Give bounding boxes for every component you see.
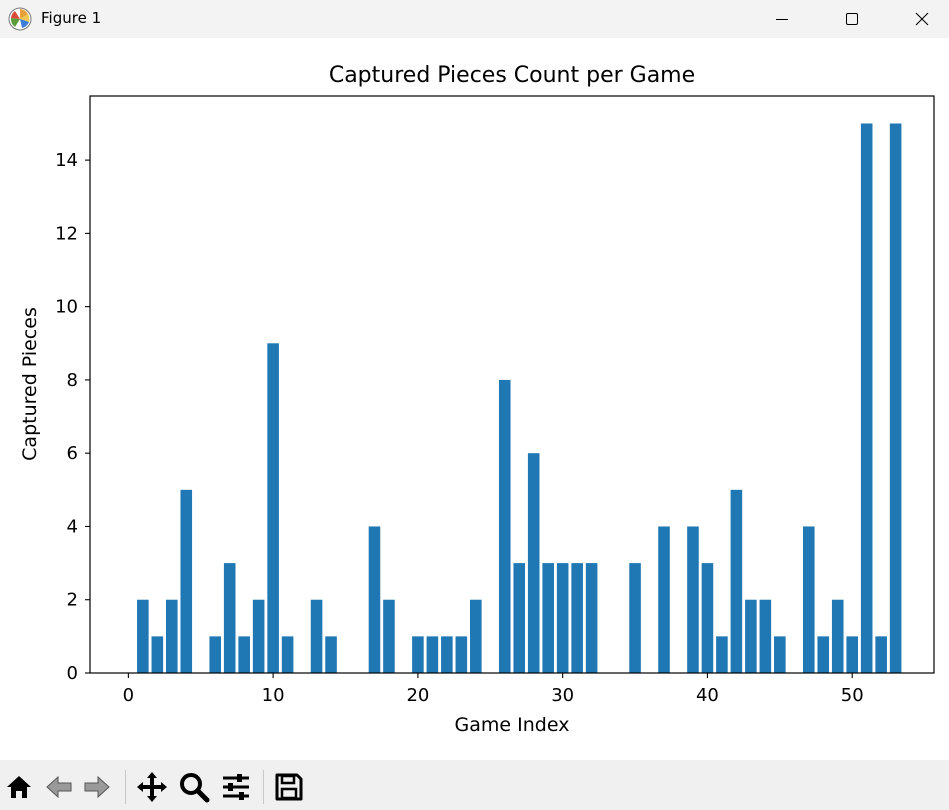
subplots-config-icon	[223, 774, 249, 800]
bar-game-13	[310, 599, 323, 673]
toolbar-separator	[263, 770, 264, 804]
close-button[interactable]	[899, 0, 945, 38]
pan-button[interactable]	[135, 770, 169, 804]
bar-game-1	[137, 599, 149, 673]
bar-game-45	[774, 636, 786, 673]
y-tick-label: 14	[55, 150, 78, 171]
bar-game-39	[687, 526, 699, 673]
x-tick-label: 30	[551, 685, 574, 706]
bar-game-50	[846, 636, 858, 673]
bar-game-6	[209, 636, 222, 673]
bar-game-53	[889, 123, 902, 674]
window-titlebar: Figure 1	[0, 0, 949, 38]
matplotlib-logo-icon	[8, 7, 32, 31]
bar-game-43	[745, 599, 757, 673]
bar-game-47	[802, 526, 815, 673]
x-tick-label: 0	[123, 685, 134, 706]
bar-game-35	[629, 563, 641, 673]
bar-game-3	[166, 599, 178, 673]
save-icon	[275, 773, 303, 801]
bar-game-4	[180, 489, 193, 673]
y-axis-ticks: 0 2 4 6 8 10 12 14	[55, 150, 90, 684]
configure-subplots-button[interactable]	[219, 770, 253, 804]
maximize-icon	[846, 13, 858, 25]
navigation-toolbar	[0, 760, 949, 810]
y-tick-label: 6	[67, 443, 78, 464]
bar-game-27	[513, 563, 526, 673]
x-axis-label: Game Index	[455, 714, 570, 736]
y-tick-label: 2	[67, 590, 78, 611]
bar-game-17	[368, 526, 381, 673]
bar-game-29	[542, 563, 554, 673]
x-axis-ticks: 0 10 20 30 40 50	[123, 673, 864, 706]
bar-game-42	[730, 489, 743, 673]
bar-game-8	[238, 636, 250, 673]
save-button[interactable]	[272, 770, 306, 804]
bar-game-30	[556, 563, 569, 673]
bar-game-9	[252, 599, 265, 673]
chart-title: Captured Pieces Count per Game	[329, 63, 695, 88]
close-icon	[915, 12, 929, 26]
window-title: Figure 1	[41, 9, 102, 27]
minimize-icon	[776, 19, 788, 20]
plot-frame	[89, 95, 935, 674]
bar-game-44	[759, 599, 772, 673]
forward-button[interactable]	[80, 770, 114, 804]
bar-game-28	[527, 453, 540, 673]
y-tick-label: 12	[55, 223, 78, 244]
x-tick-label: 50	[841, 685, 864, 706]
bar-game-40	[701, 563, 714, 673]
y-tick-label: 4	[67, 516, 78, 537]
pan-icon	[137, 772, 167, 802]
bar-game-7	[223, 563, 236, 673]
maximize-button[interactable]	[829, 0, 875, 38]
bar-game-31	[571, 563, 583, 673]
toolbar-separator	[125, 770, 126, 804]
y-tick-label: 8	[67, 370, 78, 391]
bar-game-32	[585, 563, 598, 673]
bar-game-20	[412, 636, 424, 673]
bar-game-21	[426, 636, 439, 673]
bar-game-22	[441, 636, 453, 673]
y-axis-label: Captured Pieces	[19, 307, 41, 461]
bar-game-14	[325, 636, 337, 673]
bar-game-26	[498, 379, 511, 673]
y-tick-label: 0	[67, 663, 78, 684]
bar-game-23	[455, 636, 468, 673]
bar-game-51	[860, 123, 873, 674]
x-tick-label: 40	[696, 685, 719, 706]
bar-game-48	[817, 636, 830, 673]
home-button[interactable]	[2, 770, 36, 804]
bars-group	[137, 123, 902, 674]
bar-game-18	[383, 599, 395, 673]
back-button[interactable]	[42, 770, 76, 804]
figure-canvas: Captured Pieces Count per Game 0 10 20 30 40…	[0, 38, 949, 760]
bar-game-2	[151, 636, 164, 673]
y-tick-label: 10	[55, 297, 78, 318]
x-tick-label: 10	[262, 685, 285, 706]
home-icon	[7, 776, 31, 798]
zoom-button[interactable]	[177, 770, 211, 804]
bar-game-37	[658, 526, 670, 673]
forward-arrow-icon	[84, 775, 110, 799]
bar-chart: Captured Pieces Count per Game 0 10 20 30 40…	[19, 63, 935, 736]
bar-game-11	[281, 636, 294, 673]
x-tick-label: 20	[406, 685, 429, 706]
minimize-button[interactable]	[759, 0, 805, 38]
bar-game-49	[831, 599, 844, 673]
zoom-icon	[180, 773, 210, 803]
back-arrow-icon	[46, 775, 72, 799]
bar-game-24	[470, 599, 482, 673]
bar-game-52	[875, 636, 887, 673]
bar-game-41	[716, 636, 728, 673]
bar-game-10	[267, 343, 279, 673]
